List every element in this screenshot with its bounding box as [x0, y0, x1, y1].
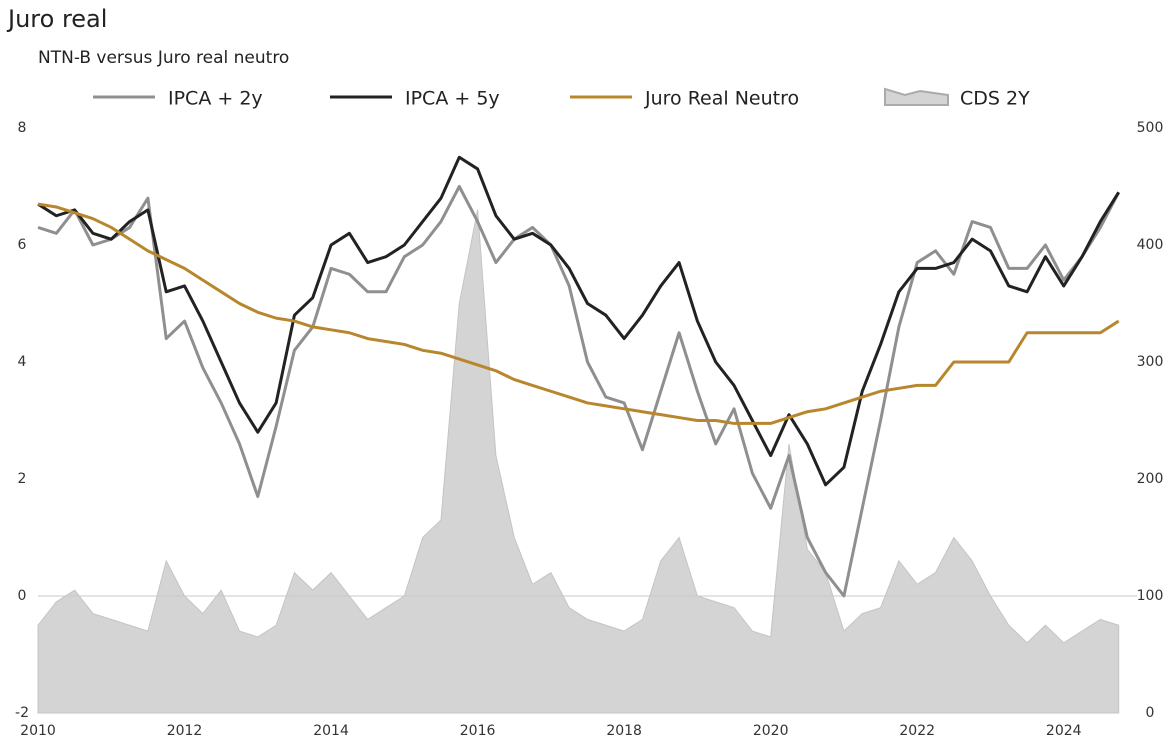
y2-tick-label: 300	[1137, 354, 1164, 370]
x-tick-label: 2012	[167, 723, 203, 739]
x-tick-label: 2016	[460, 723, 496, 739]
x-tick-label: 2024	[1046, 723, 1082, 739]
y2-tick-label: 200	[1137, 471, 1164, 487]
legend-swatch	[884, 87, 949, 106]
y-tick-label: 0	[18, 588, 27, 604]
line	[37, 185, 1121, 598]
chart-subtitle: NTN-B versus Juro real neutro	[38, 48, 289, 68]
y-tick-label: 6	[18, 237, 27, 253]
x-tick-label: 2010	[20, 723, 56, 739]
x-tick-label: 2020	[753, 723, 789, 739]
y-tick-label: 8	[18, 120, 27, 136]
legend: IPCA + 2y IPCA + 5y Juro Real Neutro CDS 2Y	[93, 88, 1030, 110]
y-tick-label: -2	[15, 705, 29, 721]
line	[37, 155, 1120, 487]
x-tick-label: 2022	[899, 723, 935, 739]
legend-label: CDS 2Y	[960, 88, 1030, 110]
x-tick-label: 2018	[606, 723, 642, 739]
legend-label: IPCA + 2y	[168, 88, 263, 110]
chart-title: Juro real	[6, 5, 107, 33]
legend-label: IPCA + 5y	[405, 88, 500, 110]
area	[37, 209, 1120, 714]
y2-tick-label: 100	[1137, 588, 1164, 604]
line	[37, 202, 1120, 425]
legend-label: Juro Real Neutro	[644, 88, 799, 110]
y2-tick-label: 0	[1146, 705, 1155, 721]
y-tick-label: 4	[18, 354, 27, 370]
y2-tick-label: 400	[1137, 237, 1164, 253]
y2-tick-label: 500	[1137, 120, 1164, 136]
y-tick-label: 2	[18, 471, 27, 487]
x-tick-label: 2014	[313, 723, 349, 739]
